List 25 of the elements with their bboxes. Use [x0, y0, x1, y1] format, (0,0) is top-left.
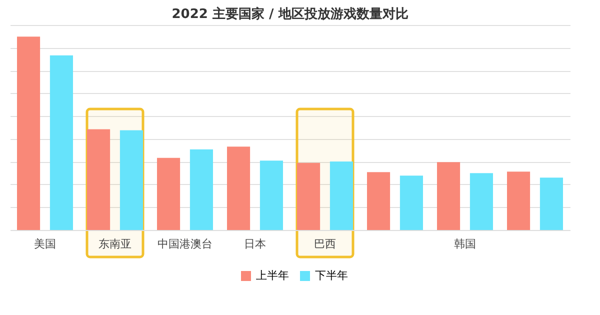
- bar: [540, 178, 563, 230]
- bar: [367, 172, 390, 230]
- bar: [437, 162, 460, 230]
- bar: [507, 172, 530, 230]
- bar: [50, 55, 73, 230]
- bar: [157, 158, 180, 230]
- chart-title: 2022 主要国家 / 地区投放游戏数量对比: [172, 6, 408, 22]
- bar: [227, 146, 250, 230]
- x-tick-label: 日本: [244, 238, 266, 250]
- x-tick-label: 巴西: [314, 238, 336, 250]
- x-tick-label: 韩国: [454, 238, 476, 250]
- legend-label: 上半年: [256, 269, 289, 282]
- x-tick-label: 东南亚: [98, 238, 132, 250]
- bar: [190, 149, 213, 230]
- bar: [470, 173, 493, 230]
- bar: [17, 36, 40, 230]
- bar: [260, 160, 283, 230]
- bar: [400, 176, 423, 230]
- bar: [120, 130, 143, 230]
- bar: [330, 162, 353, 230]
- bar: [87, 129, 110, 230]
- legend-label: 下半年: [315, 269, 348, 282]
- x-tick-label: 美国: [34, 238, 56, 250]
- x-tick-label: 中国港澳台: [158, 238, 212, 250]
- bar: [297, 162, 320, 230]
